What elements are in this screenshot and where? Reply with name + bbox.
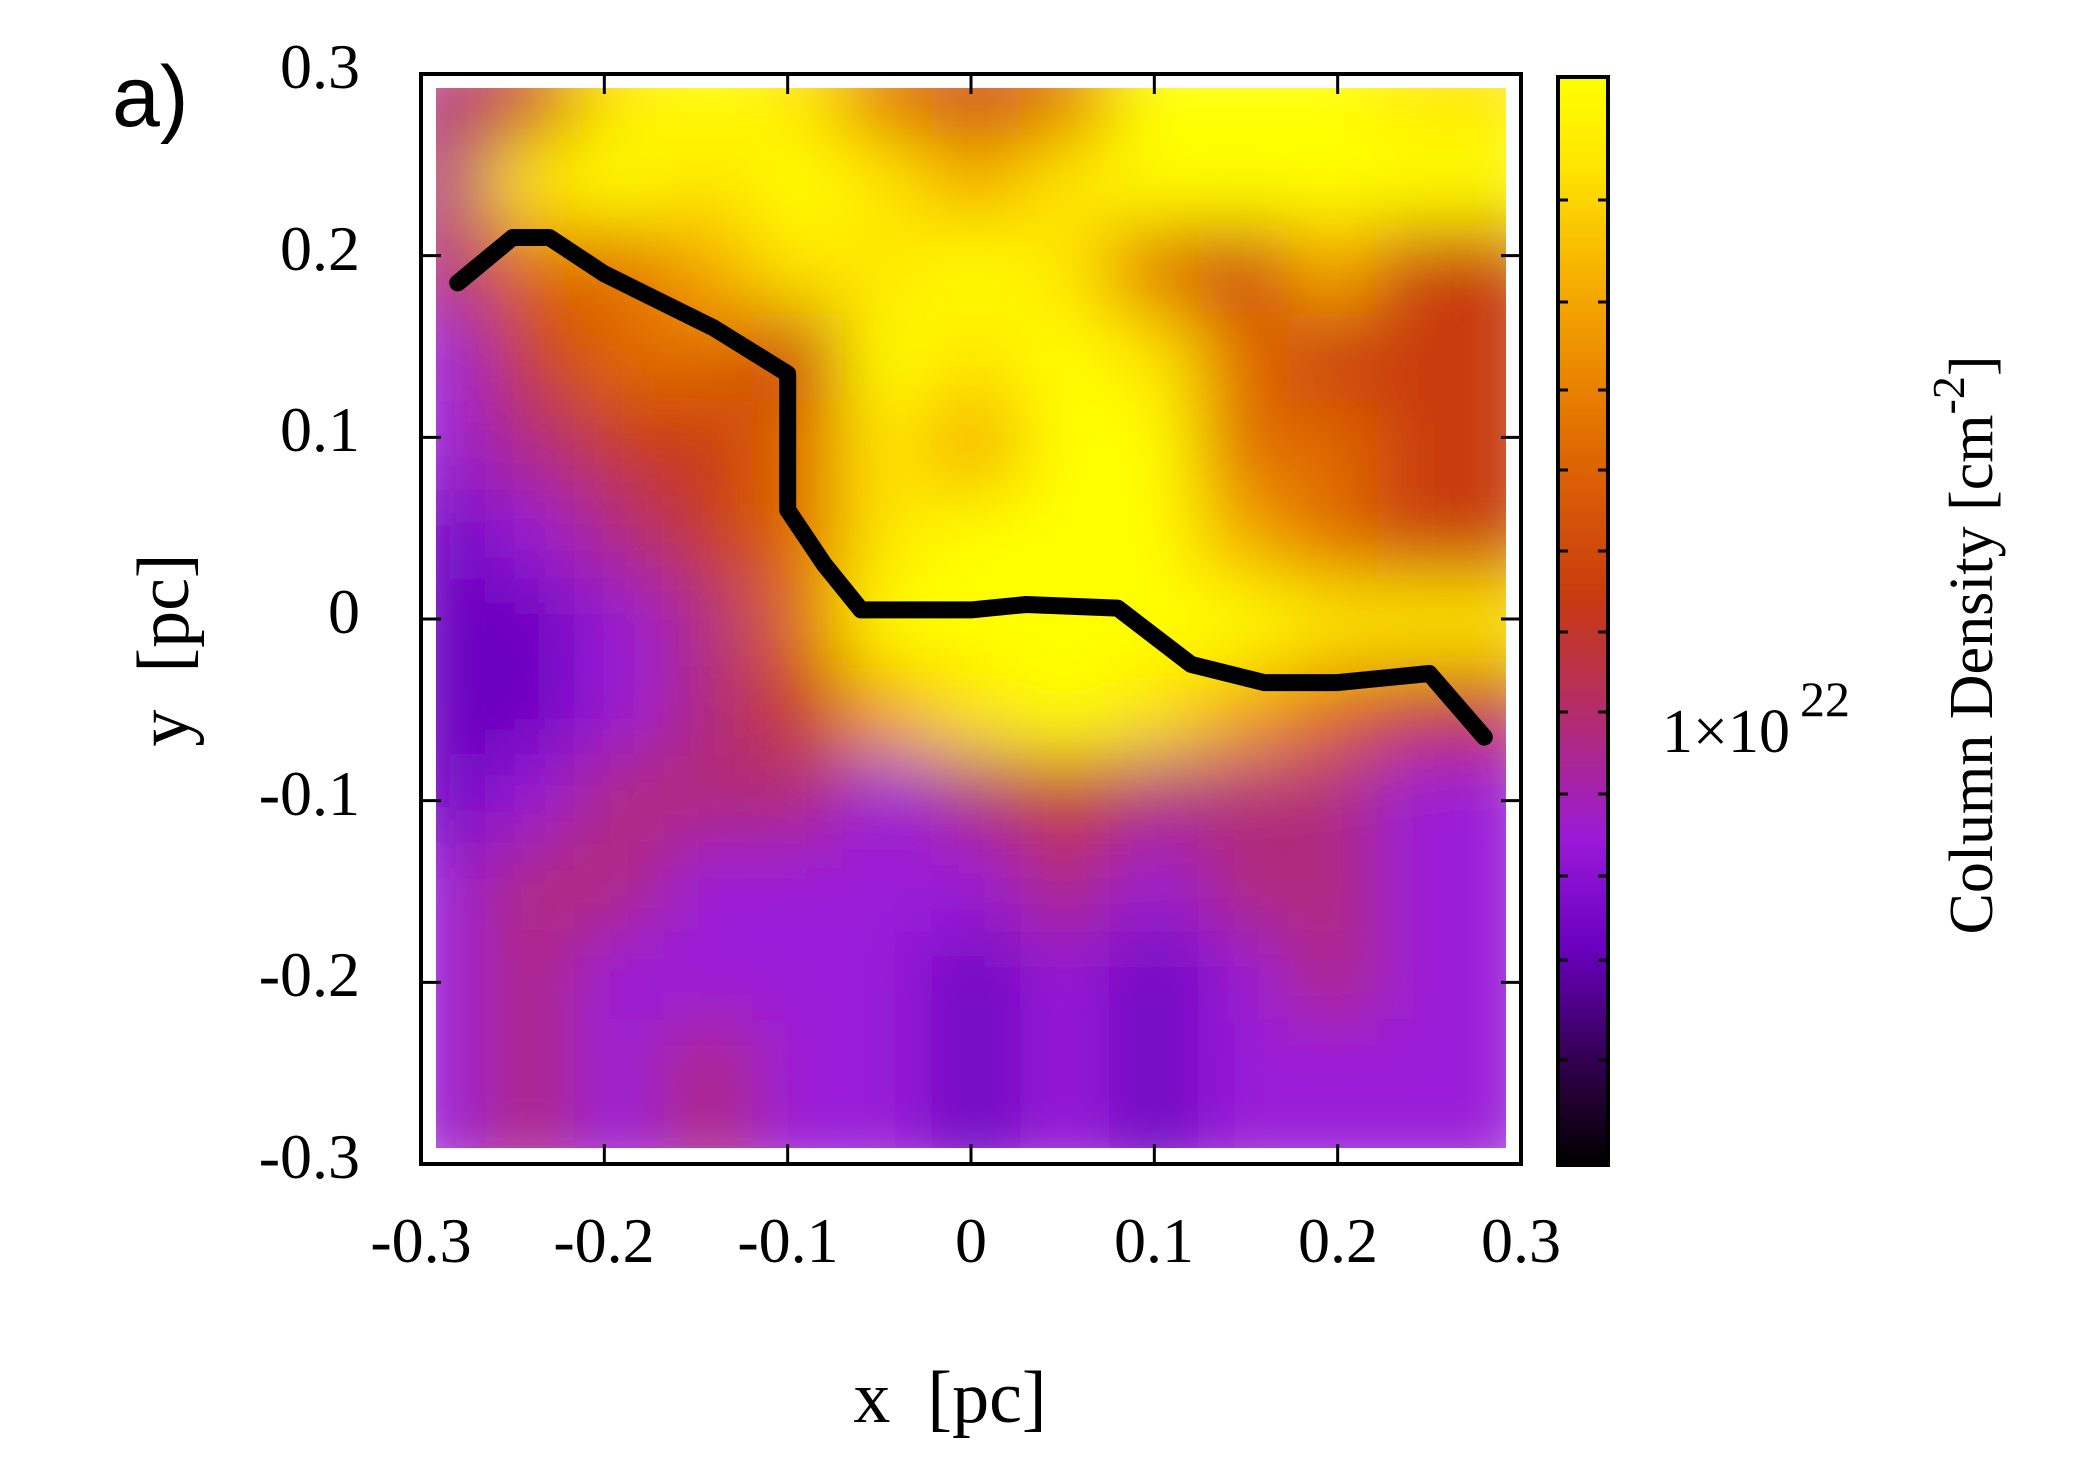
x-tick-label: -0.3: [370, 1205, 471, 1276]
x-tick-label: -0.2: [553, 1205, 654, 1276]
y-tick-label: -0.1: [259, 758, 360, 829]
colorbar-title-exponent: -2: [1923, 376, 1974, 414]
colorbar-title-close: ]: [1938, 355, 2006, 376]
colorbar-tick-marks: [1558, 198, 1608, 1062]
heatmap-cells: [436, 88, 1506, 1148]
colorbar-tick-exponent: 22: [1800, 671, 1850, 727]
colorbar-tick-mantissa: 1×10: [1662, 698, 1790, 766]
panel-label: a): [112, 49, 188, 145]
y-tick-label: 0.1: [280, 394, 360, 465]
colorbar-fill: [1558, 77, 1608, 1165]
y-tick-label: -0.2: [259, 939, 360, 1010]
x-axis-title: x [pc]: [853, 1357, 1046, 1439]
filament-spine: [449, 229, 1493, 746]
colorbar-tick-label: 1×10 22: [1662, 671, 1850, 766]
x-tick-label: 0.2: [1298, 1205, 1378, 1276]
x-tick-label: -0.1: [737, 1205, 838, 1276]
y-tick-marks: [421, 72, 1521, 1166]
colorbar-title: Column Density [cm-2]: [1923, 355, 2006, 934]
y-axis-title: y [pc]: [123, 553, 205, 746]
y-tick-label: 0.2: [280, 213, 360, 284]
x-tick-label: 0.1: [1114, 1205, 1194, 1276]
colorbar: 1×10 22 Column Density [cm-2]: [1556, 75, 2006, 1167]
x-tick-label: 0.3: [1481, 1205, 1561, 1276]
colorbar-frame: [1556, 75, 1610, 1167]
heatmap-cell: [1376, 1019, 1506, 1148]
heatmap: [421, 74, 1521, 1164]
colorbar-title-main: Column Density [cm: [1938, 414, 2006, 934]
x-tick-labels: -0.3 -0.2 -0.1 0 0.1 0.2 0.3: [370, 1205, 1561, 1276]
x-tick-label: 0: [955, 1205, 987, 1276]
x-tick-marks: [419, 74, 1523, 1164]
y-tick-labels: 0.3 0.2 0.1 0 -0.1 -0.2 -0.3: [259, 31, 360, 1192]
y-tick-label: -0.3: [259, 1121, 360, 1192]
y-tick-label: 0.3: [280, 31, 360, 102]
y-tick-label: 0: [328, 576, 360, 647]
